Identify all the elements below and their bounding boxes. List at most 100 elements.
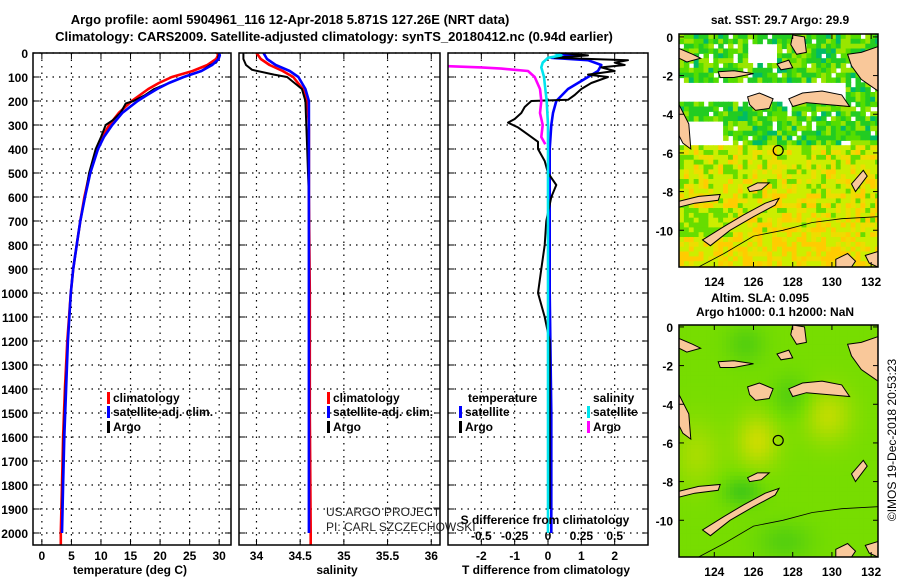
map-cell bbox=[836, 165, 842, 170]
map-cell bbox=[684, 169, 690, 174]
map-cell bbox=[710, 368, 715, 373]
map-cell bbox=[846, 189, 852, 194]
map-cell bbox=[683, 460, 688, 465]
map-cell bbox=[782, 208, 788, 213]
map-cell bbox=[704, 179, 710, 184]
map-cell bbox=[801, 406, 806, 411]
map-cell bbox=[695, 406, 700, 411]
map-cell bbox=[781, 426, 786, 431]
map-cell bbox=[811, 131, 817, 136]
map-cell bbox=[757, 418, 762, 423]
map-cell bbox=[753, 194, 759, 199]
map-cell bbox=[728, 116, 734, 121]
map-cell bbox=[767, 68, 773, 73]
map-cell bbox=[708, 252, 714, 257]
map-cell bbox=[683, 472, 688, 477]
map-cell bbox=[816, 472, 821, 477]
map-cell bbox=[806, 198, 812, 203]
map-cell bbox=[730, 464, 735, 469]
map-cell bbox=[787, 232, 793, 237]
map-cell bbox=[754, 371, 759, 376]
map-cell bbox=[754, 418, 759, 423]
map-cell bbox=[848, 406, 853, 411]
series-line-argo bbox=[62, 53, 219, 509]
map-cell bbox=[689, 78, 695, 83]
map-cell bbox=[824, 337, 829, 342]
map-cell bbox=[708, 208, 714, 213]
map-cell bbox=[746, 441, 751, 446]
y-tick-label: 1000 bbox=[1, 287, 28, 301]
map-cell bbox=[738, 131, 744, 136]
map-cell bbox=[812, 360, 817, 365]
map-cell bbox=[848, 414, 853, 419]
map-cell bbox=[856, 261, 862, 266]
map-cell bbox=[848, 418, 853, 423]
map-cell bbox=[718, 160, 724, 165]
map-cell bbox=[821, 155, 827, 160]
map-cell bbox=[802, 160, 808, 165]
map-cell bbox=[765, 441, 770, 446]
map-cell bbox=[836, 78, 842, 83]
map-cell bbox=[777, 49, 783, 54]
map-cell bbox=[728, 78, 734, 83]
map-cell bbox=[738, 78, 744, 83]
map-cell bbox=[714, 368, 719, 373]
map-cell bbox=[802, 150, 808, 155]
map-cell bbox=[787, 116, 793, 121]
map-cell bbox=[757, 126, 763, 131]
map-cell bbox=[762, 140, 768, 145]
map-cell bbox=[811, 34, 817, 39]
map-cell bbox=[773, 418, 778, 423]
map-cell bbox=[848, 511, 853, 515]
legend-salinity-heading: salinity bbox=[593, 391, 635, 405]
map-cell bbox=[734, 518, 739, 523]
map-cell bbox=[748, 198, 754, 203]
map-cell bbox=[734, 472, 739, 477]
map-cell bbox=[865, 126, 871, 131]
map-cell bbox=[679, 68, 685, 73]
map-cell bbox=[777, 344, 782, 349]
map-cell bbox=[821, 256, 827, 261]
map-cell bbox=[792, 160, 798, 165]
map-cell bbox=[684, 107, 690, 112]
map-cell bbox=[683, 449, 688, 454]
map-cell bbox=[832, 507, 837, 512]
map-cell bbox=[851, 237, 857, 242]
map-cell bbox=[816, 429, 821, 434]
map-cell bbox=[781, 487, 786, 492]
map-cell bbox=[733, 63, 739, 68]
map-cell bbox=[772, 73, 778, 78]
map-cell bbox=[704, 73, 710, 78]
map-cell bbox=[797, 487, 802, 492]
map-cell bbox=[726, 472, 731, 477]
map-cell bbox=[828, 511, 833, 515]
lat-tick-label: -2 bbox=[662, 70, 673, 84]
map-cell bbox=[683, 371, 688, 376]
map-cell bbox=[806, 184, 812, 189]
map-cell bbox=[806, 194, 812, 199]
map-cell bbox=[831, 58, 837, 63]
map-cell bbox=[841, 121, 847, 126]
map-cell bbox=[836, 160, 842, 165]
map-cell bbox=[789, 464, 794, 469]
map-cell bbox=[792, 155, 798, 160]
map-cell bbox=[785, 391, 790, 396]
map-cell bbox=[718, 145, 724, 150]
map-cell bbox=[811, 165, 817, 170]
map-cell bbox=[683, 453, 688, 458]
map-cell bbox=[695, 518, 700, 523]
map-cell bbox=[841, 169, 847, 174]
map-cell bbox=[852, 402, 857, 407]
map-cell bbox=[859, 395, 864, 400]
map-cell bbox=[691, 402, 696, 407]
map-cell bbox=[750, 518, 755, 523]
map-cell bbox=[844, 337, 849, 342]
map-cell bbox=[773, 414, 778, 419]
map-cell bbox=[713, 63, 719, 68]
map-cell bbox=[714, 391, 719, 396]
map-cell bbox=[816, 460, 821, 465]
map-cell bbox=[840, 464, 845, 469]
map-cell bbox=[824, 426, 829, 431]
map-cell bbox=[762, 145, 768, 150]
map-cell bbox=[772, 102, 778, 107]
